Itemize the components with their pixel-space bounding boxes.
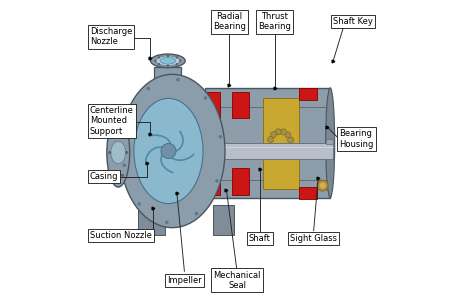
Circle shape (268, 137, 273, 143)
Circle shape (204, 96, 207, 100)
Circle shape (125, 151, 128, 154)
Circle shape (158, 56, 160, 59)
Circle shape (175, 63, 178, 66)
Circle shape (219, 135, 222, 139)
FancyBboxPatch shape (165, 143, 333, 159)
Ellipse shape (111, 141, 126, 164)
Ellipse shape (160, 57, 176, 64)
FancyBboxPatch shape (263, 98, 299, 188)
Text: Impeller: Impeller (167, 276, 202, 285)
Ellipse shape (326, 88, 335, 198)
Circle shape (271, 131, 277, 137)
Circle shape (112, 128, 116, 131)
FancyBboxPatch shape (204, 168, 220, 194)
FancyBboxPatch shape (204, 92, 220, 118)
Circle shape (288, 137, 294, 143)
Text: Shaft Key: Shaft Key (333, 17, 373, 26)
Circle shape (319, 183, 326, 188)
Polygon shape (155, 67, 182, 111)
Text: Bearing
Housing: Bearing Housing (339, 129, 374, 149)
Circle shape (137, 202, 141, 206)
Circle shape (154, 59, 156, 62)
Text: Discharge
Nozzle: Discharge Nozzle (90, 27, 132, 47)
Circle shape (109, 151, 111, 154)
Circle shape (161, 143, 176, 159)
Text: Radial
Bearing: Radial Bearing (213, 12, 246, 31)
Ellipse shape (134, 98, 203, 204)
Text: Casing: Casing (90, 172, 118, 181)
Circle shape (317, 180, 328, 191)
Ellipse shape (107, 118, 130, 187)
Circle shape (123, 163, 126, 167)
Ellipse shape (120, 74, 225, 228)
Circle shape (176, 78, 180, 82)
Circle shape (285, 132, 291, 138)
Circle shape (112, 174, 116, 177)
FancyBboxPatch shape (138, 205, 165, 235)
Circle shape (126, 119, 129, 123)
Circle shape (281, 129, 286, 135)
Text: Suction Nozzle: Suction Nozzle (90, 231, 152, 240)
FancyBboxPatch shape (213, 205, 234, 235)
Circle shape (275, 129, 281, 135)
Circle shape (146, 87, 150, 90)
Circle shape (121, 174, 124, 177)
Circle shape (167, 64, 169, 67)
Circle shape (165, 220, 169, 224)
Circle shape (179, 59, 182, 62)
Circle shape (175, 56, 178, 59)
Circle shape (215, 179, 219, 183)
FancyBboxPatch shape (326, 139, 333, 144)
Ellipse shape (151, 54, 185, 68)
Text: Shaft: Shaft (248, 234, 271, 243)
FancyBboxPatch shape (299, 88, 317, 100)
FancyBboxPatch shape (232, 168, 249, 194)
Text: Sight Glass: Sight Glass (290, 234, 337, 243)
Circle shape (158, 63, 160, 66)
Text: Thrust
Bearing: Thrust Bearing (258, 12, 291, 31)
Circle shape (195, 212, 198, 215)
Ellipse shape (156, 56, 180, 66)
FancyBboxPatch shape (205, 88, 330, 198)
Text: Mechanical
Seal: Mechanical Seal (213, 271, 261, 290)
Text: Centerline
Mounted
Support: Centerline Mounted Support (90, 106, 134, 136)
FancyBboxPatch shape (299, 187, 317, 199)
Circle shape (121, 128, 124, 131)
FancyBboxPatch shape (232, 92, 249, 118)
Circle shape (167, 55, 169, 57)
